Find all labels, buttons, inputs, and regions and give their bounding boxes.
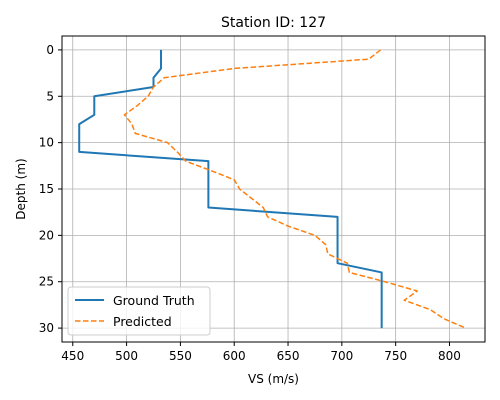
legend-label-ground-truth: Ground Truth (113, 293, 195, 308)
x-tick-label: 500 (115, 349, 138, 363)
x-axis: 450 500 550 600 650 700 750 800 (61, 342, 461, 363)
y-axis: 0 5 10 15 20 25 30 (39, 43, 62, 335)
x-axis-label: VS (m/s) (248, 372, 299, 386)
x-tick-label: 750 (384, 349, 407, 363)
y-axis-label: Depth (m) (14, 158, 28, 219)
y-tick-label: 10 (39, 136, 54, 150)
y-tick-label: 5 (46, 89, 54, 103)
grid (62, 36, 485, 342)
x-tick-label: 550 (169, 349, 192, 363)
y-tick-label: 30 (39, 321, 54, 335)
series-layer (78, 49, 466, 329)
y-tick-label: 25 (39, 275, 54, 289)
x-tick-label: 600 (223, 349, 246, 363)
x-tick-label: 700 (330, 349, 353, 363)
series-line-ground-truth (78, 49, 383, 329)
x-tick-label: 800 (438, 349, 461, 363)
legend: Ground Truth Predicted (67, 286, 211, 336)
y-tick-label: 0 (46, 43, 54, 57)
chart-title: Station ID: 127 (221, 15, 326, 31)
x-tick-label: 450 (61, 349, 84, 363)
y-tick-label: 15 (39, 182, 54, 196)
x-tick-label: 650 (277, 349, 300, 363)
y-tick-label: 20 (39, 228, 54, 242)
legend-label-predicted: Predicted (113, 314, 172, 329)
series-line-predicted (123, 49, 466, 329)
